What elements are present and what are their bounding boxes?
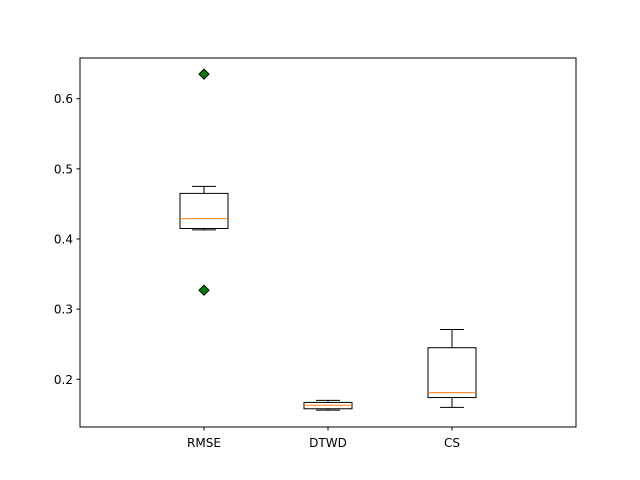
y-tick-label: 0.5	[54, 162, 73, 176]
x-axis: RMSE DTWD CS	[187, 427, 460, 450]
plot-area	[179, 68, 477, 411]
y-tick-label: 0.3	[54, 303, 73, 317]
box-dtwd	[303, 399, 353, 411]
x-tick-label-rmse: RMSE	[187, 436, 221, 450]
y-tick-label: 0.2	[54, 373, 73, 387]
iqr-box-cs	[427, 347, 477, 399]
x-tick-label-cs: CS	[444, 436, 460, 450]
iqr-box-rmse	[179, 192, 229, 229]
outlier-marker-rmse	[198, 68, 210, 80]
box-rmse	[179, 68, 229, 296]
x-tick-label-dtwd: DTWD	[309, 436, 347, 450]
y-axis: 0.2 0.3 0.4 0.5 0.6	[54, 92, 80, 387]
y-tick-label: 0.4	[54, 232, 73, 246]
box-cs	[427, 328, 477, 408]
y-tick-label: 0.6	[54, 92, 73, 106]
outlier-marker-rmse	[198, 284, 210, 296]
